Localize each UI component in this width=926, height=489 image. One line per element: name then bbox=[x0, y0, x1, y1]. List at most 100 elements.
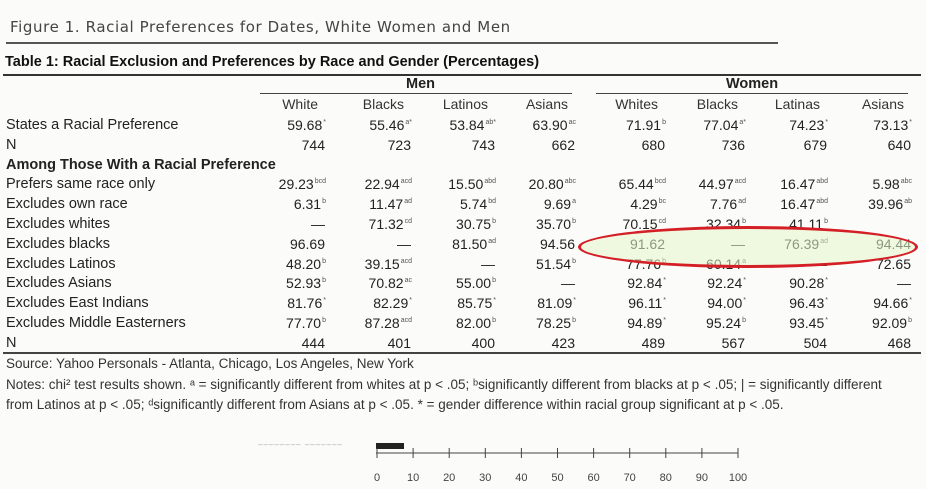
cell-value: 35.70 bbox=[536, 216, 572, 232]
cell-superscript: abd bbox=[816, 198, 828, 206]
cell-superscript: ad bbox=[738, 198, 746, 206]
cell-superscript: abc bbox=[900, 178, 912, 186]
cell-superscript: ad bbox=[488, 237, 496, 245]
table-bottom-rule bbox=[3, 352, 921, 354]
table-cell: 6.31b bbox=[294, 196, 326, 212]
table-cell: 29.23bcd bbox=[279, 176, 326, 192]
cell-superscript: ab* bbox=[485, 119, 496, 126]
table-cell: 53.84ab* bbox=[449, 117, 496, 133]
table-cell: 51.54b bbox=[536, 256, 576, 272]
table-cell: 96.11* bbox=[628, 295, 666, 311]
scale-tick-label: 40 bbox=[515, 472, 528, 484]
cell-value: 85.75 bbox=[457, 295, 493, 312]
cell-superscript: bcd bbox=[314, 178, 326, 186]
table-cell: — bbox=[897, 275, 912, 291]
table-cell: 679 bbox=[804, 137, 828, 153]
cell-superscript: b bbox=[492, 218, 496, 225]
cell-value: 680 bbox=[641, 136, 665, 153]
table-cell: 92.09b bbox=[872, 315, 912, 331]
cell-superscript: * bbox=[493, 297, 496, 305]
table-cell: 92.24* bbox=[707, 275, 746, 291]
cell-value: 52.93 bbox=[286, 275, 322, 292]
table-cell: 59.68* bbox=[287, 117, 326, 133]
cell-value: 20.80 bbox=[528, 176, 564, 193]
cell-value: 94.56 bbox=[539, 235, 575, 252]
table-cell: 5.74bd bbox=[460, 196, 496, 212]
table-cell: 567 bbox=[722, 335, 746, 351]
table-cell: 94.00* bbox=[707, 295, 746, 311]
row-label: Excludes own race bbox=[6, 196, 128, 213]
table-cell: 77.70b bbox=[286, 315, 326, 331]
table-cell: 81.50ad bbox=[452, 236, 496, 252]
cell-value: 81.76 bbox=[287, 295, 323, 312]
cell-value: 16.47 bbox=[780, 196, 816, 213]
cell-value: 77.70 bbox=[286, 315, 322, 331]
scale-tick-label: 90 bbox=[695, 472, 709, 484]
table-cell: — bbox=[397, 236, 412, 252]
cell-value: — bbox=[561, 275, 575, 292]
cell-superscript: * bbox=[743, 297, 746, 305]
table-cell: 71.91b bbox=[626, 117, 666, 133]
cell-superscript: b bbox=[572, 218, 576, 225]
cell-value: 5.74 bbox=[459, 196, 488, 213]
cell-superscript: bcd bbox=[654, 178, 666, 186]
cell-superscript: abd bbox=[484, 178, 496, 186]
table-cell bbox=[911, 216, 912, 232]
table-cell: 55.46a* bbox=[369, 117, 412, 133]
cell-value: 11.47 bbox=[369, 196, 404, 213]
scale-bar-fill bbox=[376, 443, 404, 449]
table-cell: 30.75b bbox=[456, 216, 496, 232]
group-header-women: Women bbox=[726, 76, 779, 92]
cell-value: 567 bbox=[721, 334, 745, 351]
cell-value: — bbox=[397, 235, 411, 252]
table-cell: 96.69 bbox=[290, 236, 326, 252]
table-cell: 39.15acd bbox=[365, 256, 412, 272]
table-notes: Notes: chi² test results shown. ᵃ = sign… bbox=[6, 377, 882, 412]
cell-superscript: acd bbox=[400, 178, 412, 186]
cell-value: 743 bbox=[471, 136, 495, 153]
table-cell: 82.29* bbox=[373, 295, 412, 311]
scale-tick-label: 10 bbox=[406, 472, 420, 484]
row-label: N bbox=[6, 136, 17, 153]
group-rule-women bbox=[596, 93, 908, 94]
table-cell: 16.47abd bbox=[780, 196, 828, 212]
cell-value: 73.13 bbox=[873, 117, 909, 133]
table-cell: 52.93b bbox=[286, 275, 326, 291]
table-cell: 504 bbox=[804, 335, 828, 351]
table-cell: — bbox=[481, 256, 496, 272]
table-cell: — bbox=[311, 216, 326, 232]
cell-superscript: b bbox=[492, 317, 496, 324]
cell-value: 70.15 bbox=[622, 216, 658, 232]
cell-value: 6.31 bbox=[293, 196, 322, 213]
column-header: Asians bbox=[861, 96, 904, 112]
cell-superscript: abd bbox=[816, 178, 828, 186]
table-cell: 72.65 bbox=[876, 256, 912, 272]
cell-value: 90.28 bbox=[789, 275, 825, 292]
table-cell: 39.96ab bbox=[868, 196, 912, 212]
table-cell: 16.47abd bbox=[780, 176, 828, 192]
cell-value: 82.29 bbox=[373, 295, 409, 312]
table-cell: 48.20b bbox=[286, 256, 326, 272]
cell-superscript: * bbox=[825, 297, 828, 305]
row-label: Excludes Middle Easterners bbox=[6, 315, 186, 331]
red-highlight-ellipse bbox=[578, 226, 918, 268]
cell-value: 71.32 bbox=[368, 216, 404, 232]
cell-value: 94.00 bbox=[707, 295, 743, 312]
table-cell: 736 bbox=[722, 137, 746, 153]
table-cell: 640 bbox=[888, 137, 912, 153]
table-cell: 35.70b bbox=[536, 216, 576, 232]
cell-value: 400 bbox=[471, 334, 495, 351]
cell-superscript: * bbox=[825, 119, 828, 126]
cell-superscript: * bbox=[825, 317, 828, 324]
scale-tick-label: 30 bbox=[479, 472, 492, 484]
cell-superscript: acd bbox=[400, 257, 412, 265]
table-cell: 20.80abc bbox=[529, 176, 576, 192]
cell-superscript: b bbox=[662, 119, 666, 126]
cell-value: 401 bbox=[387, 334, 411, 351]
cell-superscript: ad bbox=[404, 198, 412, 206]
row-label: Excludes blacks bbox=[6, 235, 110, 252]
cell-superscript: b bbox=[322, 277, 326, 285]
cell-value: 96.11 bbox=[628, 295, 663, 312]
cell-superscript: * bbox=[743, 277, 746, 285]
cell-superscript: b bbox=[322, 317, 326, 324]
